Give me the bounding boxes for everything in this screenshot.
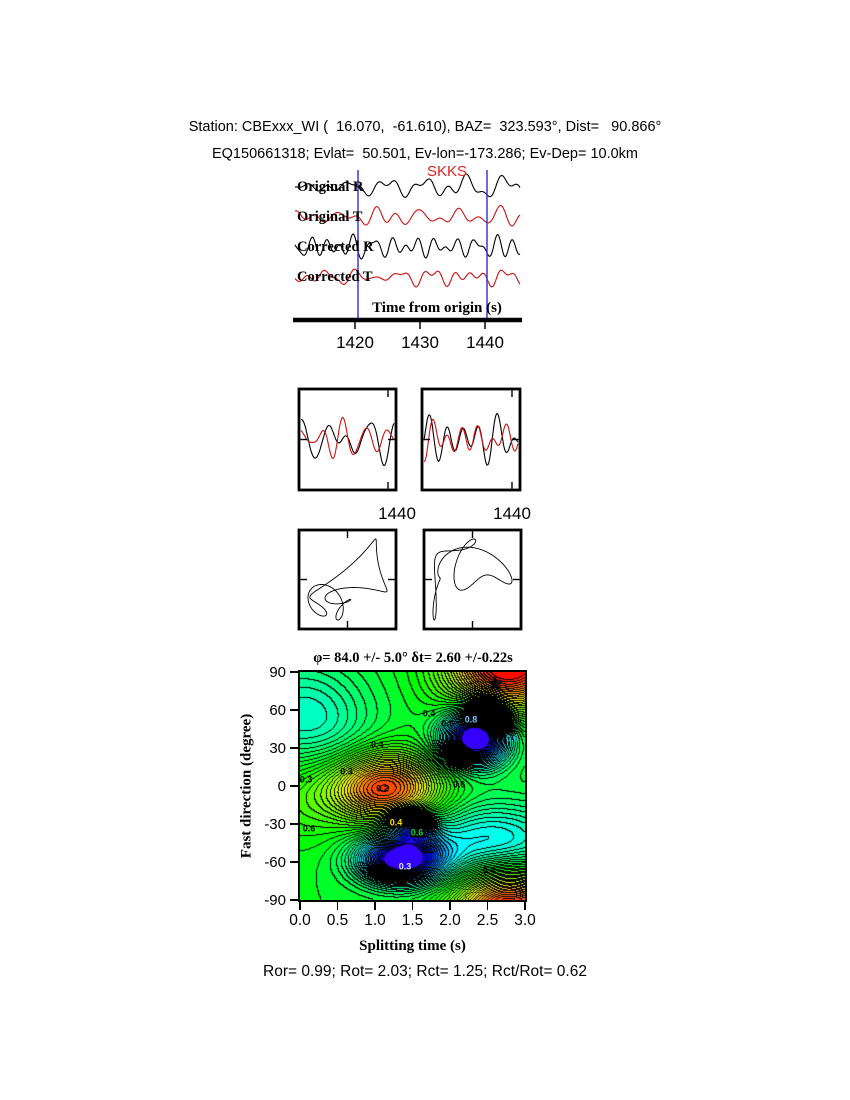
particle-motion-curve	[432, 538, 513, 621]
contour-label: 0.2	[376, 783, 389, 794]
y-tick-mark	[290, 747, 298, 749]
y-tick-label: 60	[269, 701, 286, 719]
contour-label: 0.3	[340, 766, 353, 777]
contour-label: 0.8	[464, 714, 478, 725]
y-tick-mark	[290, 785, 298, 787]
contour-label: 0.3	[398, 861, 412, 872]
result-summary: Ror= 0.99; Rot= 2.03; Rct= 1.25; Rct/Rot…	[263, 963, 587, 980]
trace-original-r	[295, 173, 521, 198]
zoom-window-box	[297, 387, 398, 492]
x-tick-label: 0.5	[326, 912, 349, 929]
x-tick-label: 3.0	[514, 912, 536, 929]
time-tick-label: 1420	[336, 333, 374, 352]
x-tick-mark	[411, 902, 414, 910]
zoom-tick-label: 1440	[378, 504, 416, 523]
x-tick-mark	[524, 902, 526, 910]
contour-title: φ= 84.0 +/- 5.0° δt= 2.60 +/-0.22s	[313, 650, 513, 666]
x-tick-mark	[374, 902, 376, 910]
particle-motion-box	[297, 528, 398, 631]
y-tick-label: 0	[277, 777, 286, 795]
contour-label: 0.6	[441, 718, 455, 729]
y-tick-mark	[290, 861, 298, 863]
x-tick-label: 1.0	[364, 912, 386, 929]
trace-corrected-r	[294, 233, 521, 260]
event-header: EQ150661318; Evlat= 50.501, Ev-lon=-173.…	[211, 146, 638, 162]
y-tick-label: -90	[264, 891, 286, 909]
phase-label: SKKS	[427, 163, 467, 180]
y-tick-label: -30	[264, 815, 286, 833]
contour-label: 0.3	[299, 774, 313, 785]
trace-corrected-t	[294, 268, 521, 288]
zoom-trace-t	[300, 416, 395, 460]
time-axis-label: Time from origin (s)	[372, 300, 502, 316]
y-tick-label: 90	[269, 663, 286, 681]
waveform-panel: Original R Original T Corrected R Corrected…	[293, 163, 522, 352]
particle-motion-curve	[307, 538, 388, 621]
x-tick-mark	[299, 902, 301, 910]
solution-star-icon	[486, 675, 504, 691]
x-tick-label: 2.0	[439, 912, 461, 929]
x-tick-mark	[486, 902, 489, 910]
zoom-trace-t	[423, 418, 519, 463]
misfit-contour-map	[300, 672, 525, 900]
contour-label: 0.4	[370, 739, 384, 750]
x-tick-label: 2.5	[476, 912, 499, 929]
zoom-tick-label: 1440	[493, 504, 531, 523]
y-tick-mark	[290, 823, 298, 825]
contour-label: 0.4	[482, 865, 496, 876]
y-tick-label: -60	[264, 853, 286, 871]
contour-label: 0.6	[452, 779, 466, 790]
x-tick-label: 1.5	[401, 912, 424, 929]
time-tick-label: 1430	[401, 333, 439, 352]
x-tick-label: 0.0	[289, 912, 311, 929]
x-tick-mark	[449, 902, 451, 910]
y-tick-label: 30	[269, 739, 286, 757]
y-tick-mark	[290, 899, 298, 901]
contour-label: 0.6	[302, 823, 316, 834]
trace-label: Corrected T	[297, 269, 373, 285]
contour-label: 0.4	[422, 708, 436, 719]
zoom-window-box	[420, 387, 522, 492]
contour-xlabel: Splitting time (s)	[359, 938, 466, 954]
trace-label: Original R	[297, 179, 364, 195]
x-tick-mark	[336, 902, 339, 910]
trace-original-t	[294, 204, 521, 227]
y-tick-mark	[290, 671, 298, 673]
station-header: Station: CBExxx_WI ( 16.070, -61.610), B…	[188, 119, 662, 135]
contour-label: 0.4	[388, 817, 404, 828]
zoom-window-panels: 1440 1440	[297, 387, 531, 523]
time-tick-label: 1440	[466, 333, 504, 352]
contour-label: 0.6	[505, 733, 519, 744]
star-shape	[486, 675, 504, 691]
trace-label: Original T	[297, 209, 363, 225]
trace-label: Corrected R	[297, 239, 374, 255]
contour-frame	[298, 670, 527, 902]
y-tick-mark	[290, 709, 298, 711]
contour-label: 0.6	[409, 827, 425, 838]
particle-motion-box	[422, 528, 523, 631]
particle-motion-panels	[297, 528, 523, 631]
